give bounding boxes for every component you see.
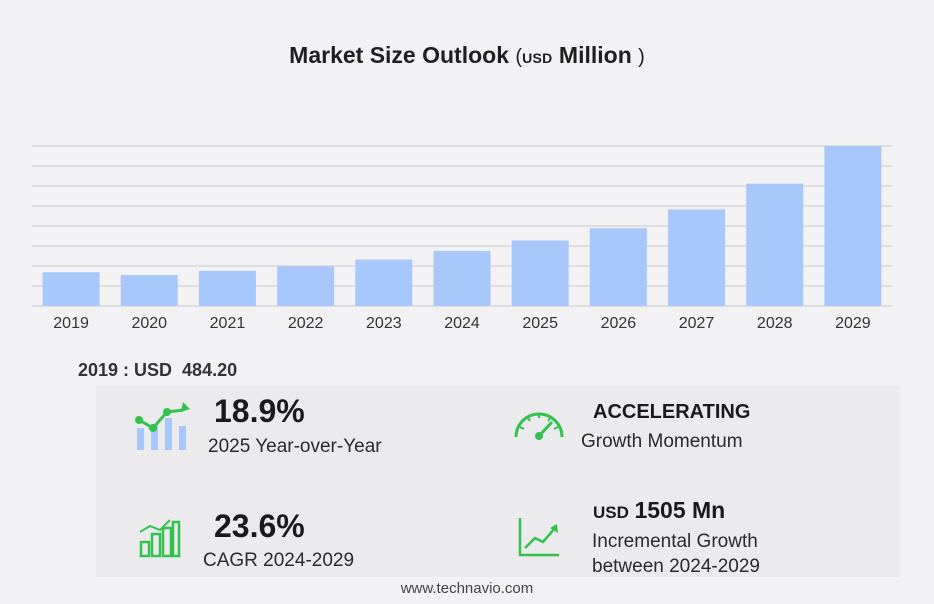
bar-chart: 2019 2020 2021 2022 2023 2024 2025 2026 2027 2028…	[32, 145, 892, 332]
bar-2023	[355, 259, 413, 306]
incremental-value: 1505 Mn	[634, 497, 726, 523]
x-tick-label: 2026	[601, 315, 637, 332]
momentum-value: ACCELERATING	[593, 401, 751, 423]
stats-panel	[96, 385, 900, 577]
chart-title: Market Size Outlook (USD Million )	[0, 42, 934, 69]
x-tick-label: 2022	[288, 315, 324, 332]
footer-source: www.technavio.com	[400, 580, 534, 597]
title-main: Market Size Outlook	[289, 42, 509, 68]
x-tick-label: 2028	[757, 315, 793, 332]
trend-line-icon	[518, 518, 559, 557]
x-tick-label: 2024	[444, 315, 480, 332]
speedometer-icon	[514, 412, 564, 440]
momentum-label: Growth Momentum	[581, 431, 743, 452]
x-tick-label: 2027	[679, 315, 715, 332]
incremental-label-1: Incremental Growth	[592, 531, 758, 552]
bar-2019	[42, 272, 100, 306]
bar-2027	[668, 209, 726, 306]
bar-2020	[120, 275, 178, 306]
cagr-label: CAGR 2024-2029	[203, 550, 355, 571]
x-tick-label: 2023	[366, 315, 402, 332]
yoy-value: 18.9%	[214, 393, 305, 429]
title-open-paren: (	[515, 46, 523, 68]
x-tick-label: 2029	[835, 315, 871, 332]
bar-chart-icon	[139, 519, 181, 558]
bar-2022	[277, 266, 335, 306]
x-tick-label: 2019	[53, 315, 89, 332]
growth-chart-icon	[135, 402, 190, 450]
yoy-label: 2025 Year-over-Year	[208, 436, 382, 457]
base-year-value: 2019 : USD 484.20	[78, 360, 238, 380]
title-close-paren: )	[638, 46, 645, 68]
x-tick-label: 2020	[131, 315, 167, 332]
cagr-value: 23.6%	[214, 508, 305, 544]
bar-2029	[824, 146, 882, 306]
title-scale: Million	[558, 42, 632, 68]
bar-2021	[198, 270, 256, 306]
x-tick-label: 2025	[522, 315, 558, 332]
incremental-label-2: between 2024-2029	[592, 556, 760, 577]
x-tick-label: 2021	[210, 315, 246, 332]
bar-2028	[746, 183, 804, 306]
bar-2025	[511, 240, 569, 306]
incremental-prefix: USD	[593, 503, 629, 522]
incremental-value-row: USD 1505 Mn	[593, 497, 725, 524]
bar-2026	[589, 228, 647, 306]
bar-2024	[433, 250, 491, 306]
title-unit: USD	[522, 50, 553, 66]
